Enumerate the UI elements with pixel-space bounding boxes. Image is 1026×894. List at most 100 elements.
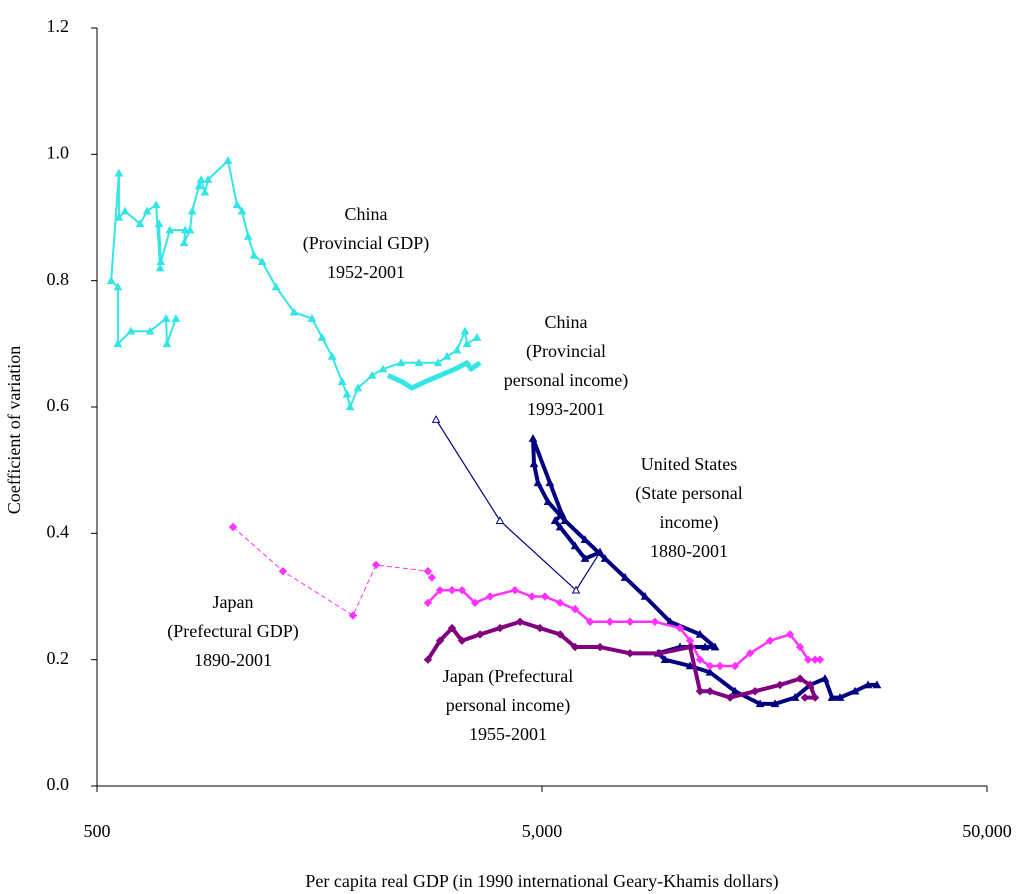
- marker: [755, 699, 765, 708]
- marker: [705, 667, 715, 676]
- marker: [378, 364, 388, 373]
- marker: [872, 680, 882, 689]
- marker: [423, 655, 433, 664]
- annotation: 1993-2001: [527, 399, 605, 419]
- marker: [515, 617, 525, 626]
- marker: [154, 219, 164, 228]
- y-tick-label: 0.8: [47, 269, 70, 289]
- marker: [570, 604, 580, 614]
- annotation: 1955-2001: [469, 724, 547, 744]
- marker: [750, 687, 760, 696]
- marker: [535, 623, 545, 633]
- marker: [700, 642, 710, 651]
- marker: [187, 206, 197, 215]
- y-tick-label: 0.2: [47, 648, 70, 668]
- marker: [228, 522, 238, 532]
- marker: [555, 598, 565, 608]
- marker: [345, 402, 355, 411]
- marker: [695, 629, 705, 638]
- marker: [317, 332, 327, 341]
- marker: [423, 567, 433, 576]
- marker: [151, 200, 161, 209]
- marker: [570, 541, 580, 550]
- marker: [271, 282, 281, 291]
- marker: [533, 478, 543, 487]
- marker: [710, 642, 720, 651]
- marker: [715, 661, 725, 671]
- marker: [555, 630, 565, 639]
- marker: [348, 611, 358, 620]
- marker: [113, 282, 123, 291]
- marker: [695, 655, 705, 664]
- marker: [770, 699, 780, 708]
- marker: [126, 326, 136, 335]
- y-tick-label: 0.6: [47, 395, 70, 415]
- marker: [863, 680, 873, 689]
- marker: [625, 649, 635, 658]
- marker: [353, 383, 363, 392]
- series-line: [232, 526, 433, 616]
- marker: [155, 263, 165, 272]
- marker: [435, 585, 445, 595]
- annotation: Japan: [213, 592, 254, 612]
- marker: [475, 630, 485, 639]
- marker: [289, 307, 299, 316]
- annotation: 1890-2001: [194, 650, 272, 670]
- annotation: China: [345, 204, 388, 224]
- annotation: China: [545, 312, 588, 332]
- marker: [462, 339, 472, 348]
- marker: [337, 377, 347, 386]
- marker: [605, 617, 615, 626]
- marker: [472, 332, 482, 341]
- marker: [162, 339, 172, 348]
- annotation: (Prefectural GDP): [167, 621, 298, 642]
- marker: [145, 326, 155, 335]
- marker: [113, 339, 123, 348]
- marker: [249, 250, 259, 259]
- marker: [795, 642, 805, 652]
- marker: [431, 415, 441, 423]
- marker: [435, 636, 445, 645]
- annotation: (State personal: [635, 483, 742, 504]
- marker: [795, 674, 805, 683]
- marker: [161, 314, 171, 322]
- marker: [560, 516, 570, 524]
- marker: [185, 225, 195, 234]
- marker: [194, 181, 204, 190]
- marker: [550, 516, 560, 524]
- marker: [223, 156, 233, 164]
- series-line: [427, 588, 821, 668]
- series-line: [435, 419, 601, 591]
- marker: [705, 661, 715, 671]
- marker: [414, 358, 424, 367]
- annotation: personal income): [446, 695, 570, 716]
- marker: [120, 206, 130, 215]
- annotation: personal income): [504, 370, 628, 391]
- marker: [785, 630, 795, 639]
- marker: [790, 693, 800, 701]
- marker: [660, 655, 670, 663]
- annotation: (Provincial GDP): [303, 233, 429, 254]
- marker: [640, 591, 650, 600]
- annotation: Japan (Prefectural: [443, 666, 573, 687]
- marker: [580, 535, 590, 543]
- annotation: 1952-2001: [327, 262, 405, 282]
- x-tick-label: 500: [84, 821, 111, 841]
- marker: [367, 370, 377, 379]
- x-tick-label: 5,000: [522, 821, 563, 841]
- marker: [457, 636, 467, 645]
- marker: [800, 693, 810, 702]
- marker: [775, 680, 785, 690]
- marker: [745, 649, 755, 658]
- marker: [203, 175, 213, 183]
- marker: [529, 459, 539, 468]
- marker: [257, 257, 267, 266]
- marker: [835, 693, 845, 701]
- marker: [237, 206, 247, 215]
- y-tick-label: 0.0: [47, 774, 70, 794]
- marker: [675, 623, 685, 633]
- annotation: (Provincial: [526, 341, 606, 362]
- marker: [423, 598, 433, 608]
- marker: [156, 257, 166, 266]
